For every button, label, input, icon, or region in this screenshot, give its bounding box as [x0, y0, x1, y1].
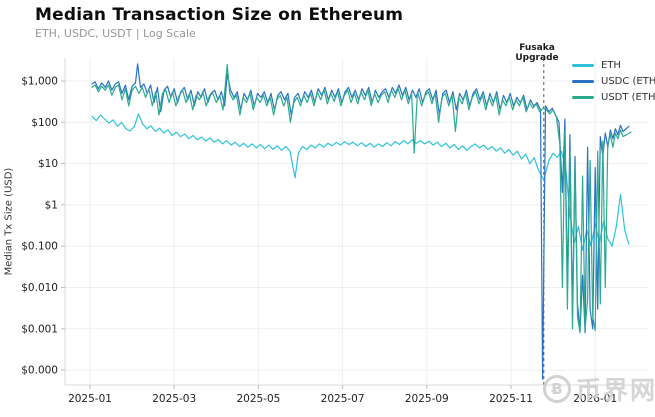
- y-tick-label: $0.001: [21, 323, 58, 335]
- watermark-coin-icon: Ƀ: [543, 375, 571, 403]
- legend-swatch-icon: [572, 63, 594, 67]
- x-tick-label: 2025-07: [321, 393, 365, 405]
- legend-swatch-icon: [572, 95, 594, 99]
- y-tick-label: $1,000: [21, 76, 58, 88]
- y-tick-label: $0.100: [21, 241, 58, 253]
- x-tick-label: 2025-05: [236, 393, 280, 405]
- y-tick-label: $0.000: [21, 365, 58, 377]
- x-tick-label: 2025-03: [152, 393, 196, 405]
- legend-entry: ETH: [572, 59, 655, 71]
- watermark: Ƀ 币界网: [543, 371, 655, 407]
- annotation-line-2: Upgrade: [515, 53, 559, 63]
- x-tick-label: 2026-01: [573, 393, 617, 405]
- legend-label: USDT (ETH): [601, 91, 655, 103]
- series-line-eth: [91, 113, 630, 251]
- chart-subtitle: ETH, USDC, USDT | Log Scale: [35, 27, 196, 40]
- y-tick-label: $10: [38, 158, 58, 170]
- annotation-line-1: Fusaka: [519, 43, 555, 53]
- legend-swatch-icon: [572, 79, 594, 83]
- legend-entry: USDC (ETH): [572, 75, 655, 87]
- watermark-text: 币界网: [576, 376, 655, 405]
- x-tick-label: 2025-11: [489, 393, 533, 405]
- legend: ETH USDC (ETH) USDT (ETH): [572, 59, 655, 103]
- x-tick-label: 2025-09: [405, 393, 449, 405]
- y-tick-label: $100: [31, 117, 58, 129]
- series-line-usdt-eth: [91, 63, 632, 334]
- legend-entry: USDT (ETH): [572, 91, 655, 103]
- series-line-usdc-eth: [91, 63, 630, 380]
- legend-label: ETH: [601, 59, 621, 71]
- chart-title: Median Transaction Size on Ethereum: [35, 5, 404, 25]
- legend-label: USDC (ETH): [601, 75, 655, 87]
- x-tick-label: 2025-01: [68, 393, 112, 405]
- annotation-fusaka-upgrade: Fusaka Upgrade: [505, 43, 569, 63]
- y-tick-label: $1: [45, 199, 58, 211]
- y-tick-label: $0.010: [21, 282, 58, 294]
